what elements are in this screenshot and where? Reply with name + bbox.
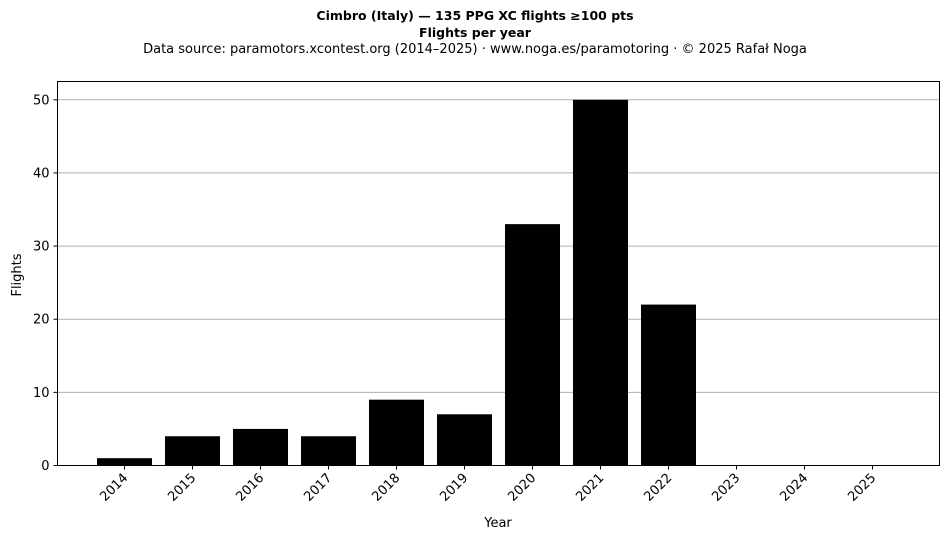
x-tick-label: 2020 xyxy=(505,471,539,505)
bar-2015 xyxy=(165,436,220,466)
bar-2018 xyxy=(369,399,424,466)
x-tick-label: 2025 xyxy=(845,471,879,505)
y-tick-label: 0 xyxy=(41,459,49,474)
bar-2016 xyxy=(233,428,288,466)
x-tick-label: 2018 xyxy=(369,471,403,505)
x-tick-label: 2024 xyxy=(777,471,811,505)
x-tick-label: 2016 xyxy=(233,471,267,505)
x-tick-label: 2015 xyxy=(165,471,199,505)
y-tick-label: 20 xyxy=(33,313,50,328)
source-note: Data source: paramotors.xcontest.org (20… xyxy=(143,42,807,57)
x-tick-label: 2019 xyxy=(437,471,471,505)
y-axis: 0 10 20 30 40 50 xyxy=(33,93,58,474)
x-tick-label: 2014 xyxy=(97,471,131,505)
y-axis-label: Flights xyxy=(10,253,25,296)
y-tick-label: 40 xyxy=(33,166,50,181)
bar-2017 xyxy=(301,436,356,466)
y-tick-label: 30 xyxy=(33,240,50,255)
y-tick-label: 10 xyxy=(33,386,50,401)
bar-2014 xyxy=(97,458,152,466)
gridlines xyxy=(57,99,940,393)
plot-frame xyxy=(57,81,940,466)
x-axis-label: Year xyxy=(483,516,512,531)
x-tick-label: 2022 xyxy=(641,471,675,505)
bar-2022 xyxy=(641,304,696,466)
x-axis: 2014 2015 2016 2017 2018 2019 2020 2021 2022 2023… xyxy=(97,465,879,505)
x-tick-label: 2021 xyxy=(573,471,607,505)
x-tick-label: 2023 xyxy=(709,471,743,505)
y-tick-label: 50 xyxy=(33,93,50,108)
x-tick-label: 2017 xyxy=(301,471,335,505)
bars xyxy=(97,99,696,466)
chart-title: Cimbro (Italy) — 135 PPG XC flights ≥100… xyxy=(316,8,634,23)
chart-subtitle: Flights per year xyxy=(419,25,531,40)
bar-2020 xyxy=(505,224,560,466)
bar-2021 xyxy=(573,99,628,466)
bar-2019 xyxy=(437,414,492,466)
